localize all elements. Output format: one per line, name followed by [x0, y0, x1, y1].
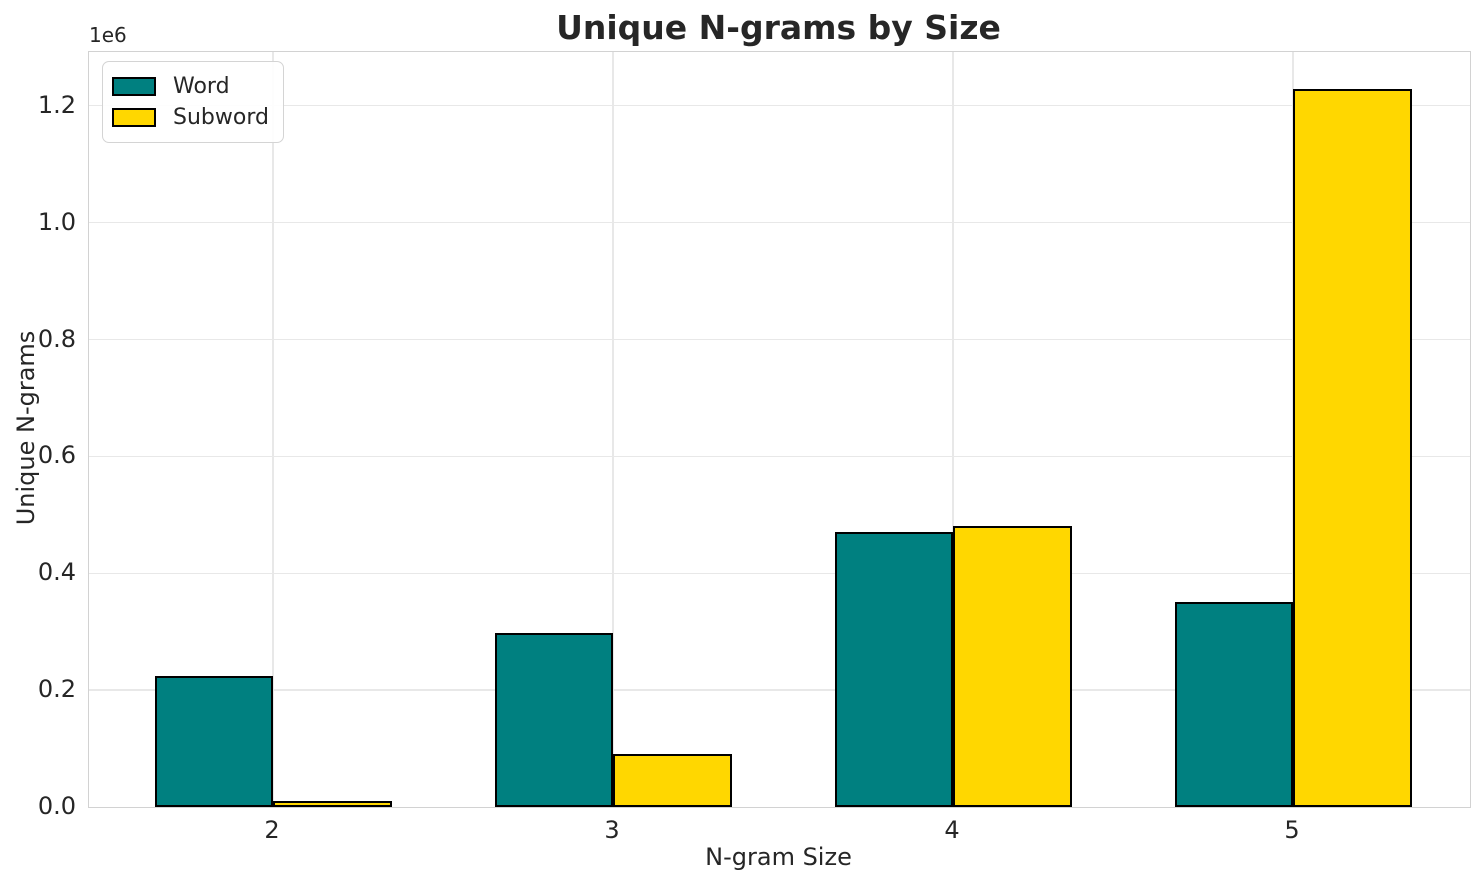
bar-word-3 — [494, 633, 613, 807]
legend-label: Word — [173, 74, 230, 99]
h-gridline-1.2 — [89, 105, 1470, 107]
bar-word-5 — [1174, 602, 1293, 807]
h-gridline-0.2 — [89, 689, 1470, 691]
bar-subword-2 — [273, 800, 392, 807]
legend-item-subword: Subword — [112, 102, 269, 133]
legend-item-word: Word — [112, 71, 269, 102]
x-axis-label: N-gram Size — [705, 843, 852, 871]
legend-label: Subword — [173, 105, 269, 130]
legend-swatch-word — [112, 77, 156, 96]
legend: Word Subword — [102, 61, 284, 143]
legend-swatch-subword — [112, 108, 156, 127]
bar-subword-3 — [613, 754, 732, 807]
bar-subword-5 — [1293, 88, 1412, 807]
bar-subword-4 — [953, 525, 1072, 807]
y-tick-label-0.6: 0.6 — [37, 441, 76, 470]
v-gridline-2 — [272, 52, 274, 807]
y-axis-label: Unique N-grams — [12, 330, 40, 526]
v-gridline-4 — [952, 52, 954, 807]
y-tick-label-0.2: 0.2 — [37, 675, 76, 704]
x-tick-label-4: 4 — [944, 816, 960, 844]
legend-items: Word Subword — [112, 71, 269, 133]
h-gridline-1.0 — [89, 221, 1470, 224]
y-tick-label-0.0: 0.0 — [37, 792, 76, 820]
v-gridline-3 — [612, 52, 614, 807]
y-axis-offset-text: 1e6 — [89, 23, 127, 47]
bar-word-4 — [834, 531, 953, 807]
plot-area: Word Subword — [88, 51, 1471, 808]
bar-word-2 — [154, 676, 273, 807]
h-gridline-0.6 — [89, 455, 1470, 458]
h-gridline-0.4 — [89, 572, 1470, 574]
x-tick-label-5: 5 — [1284, 816, 1300, 844]
y-tick-label-1.2: 1.2 — [37, 90, 76, 119]
chart-title: Unique N-grams by Size — [556, 8, 1001, 47]
h-gridline-0.8 — [89, 338, 1470, 341]
y-tick-label-1.0: 1.0 — [37, 207, 76, 236]
x-tick-label-3: 3 — [604, 816, 620, 844]
v-gridline-5 — [1292, 52, 1294, 807]
y-tick-label-0.8: 0.8 — [37, 324, 76, 353]
y-tick-label-0.4: 0.4 — [37, 558, 76, 587]
x-tick-label-2: 2 — [264, 816, 280, 844]
